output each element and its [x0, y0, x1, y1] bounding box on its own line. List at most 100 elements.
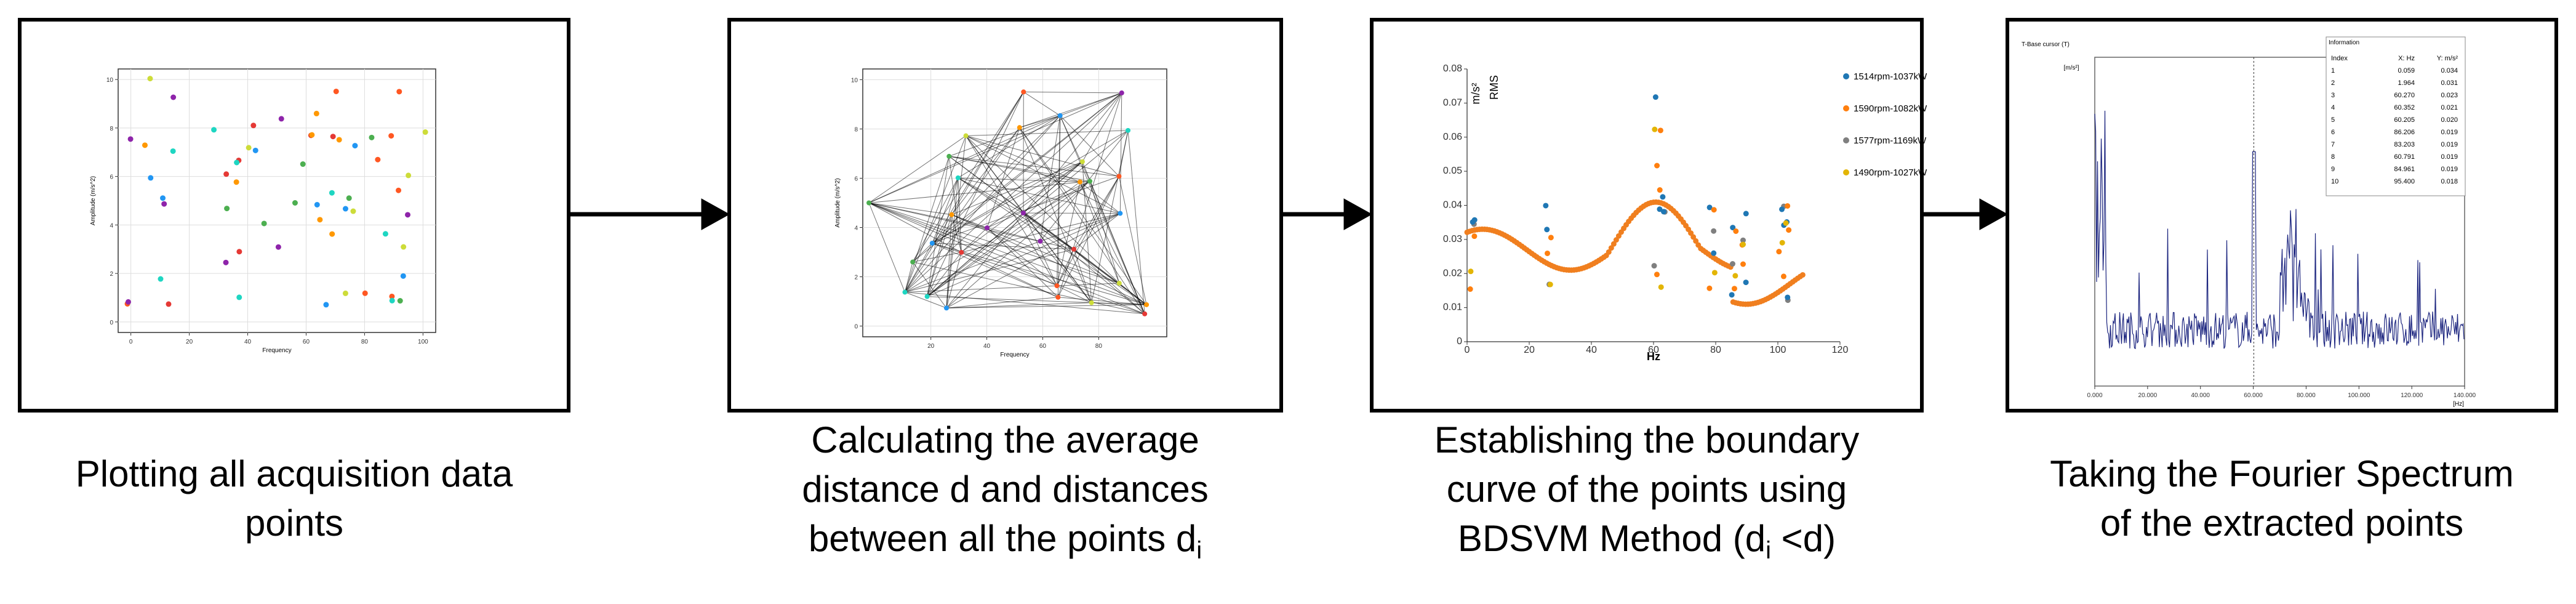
x-tick-label: 40	[1586, 345, 1597, 355]
table-cell: 0.031	[2441, 79, 2458, 87]
illustration-curve	[1800, 272, 1806, 278]
illustration-dot	[1780, 240, 1785, 246]
y-tick-label: 0	[854, 324, 858, 331]
illustration-edge	[1120, 93, 1121, 214]
x-tick-label: 100	[418, 339, 428, 345]
x-tick-label: 0.000	[2087, 392, 2102, 399]
illustration-dot	[944, 305, 949, 310]
caption-line: curve of the points using	[1447, 469, 1847, 510]
y-tick-label: 0.07	[1443, 97, 1462, 108]
x-tick-label: 0	[129, 339, 133, 345]
caption-line: of the extracted points	[2100, 502, 2463, 544]
x-axis-label: Frequency	[1000, 352, 1029, 358]
table-cell: 8	[2331, 153, 2335, 161]
table-cell: 0.034	[2441, 67, 2458, 74]
illustration-dot	[1545, 251, 1550, 256]
table-cell: 60.205	[2394, 116, 2415, 124]
illustration-dot	[223, 260, 229, 265]
illustration-dot	[1548, 282, 1553, 288]
illustration-edge	[1082, 93, 1122, 162]
y-tick-label: 0.05	[1443, 166, 1462, 176]
illustration-dot	[423, 129, 428, 135]
illustration-dot	[1743, 280, 1749, 285]
table-cell: 84.961	[2394, 166, 2415, 173]
illustration-dot	[1730, 261, 1735, 267]
caption-line: Establishing the boundary	[1434, 419, 1859, 461]
x-tick-label: 60.000	[2244, 392, 2263, 399]
illustration-dot	[1653, 94, 1658, 100]
table-cell: 1	[2331, 67, 2335, 74]
illustration-dot	[314, 111, 319, 116]
table-cell: 4	[2331, 104, 2335, 111]
y-tick-label: 8	[110, 126, 113, 132]
illustration-dot	[1776, 249, 1782, 254]
illustration-edge	[1023, 92, 1060, 115]
illustration-dot	[1071, 247, 1076, 252]
illustration-dot	[1058, 113, 1063, 118]
illustration-edge	[958, 116, 1060, 178]
legend-marker	[1843, 169, 1849, 175]
x-axis-label: [Hz]	[2453, 401, 2464, 408]
illustration-dot	[334, 89, 339, 94]
table-cell: 9	[2331, 166, 2335, 173]
illustration-dot	[985, 225, 990, 230]
illustration-dot	[1078, 180, 1082, 185]
illustration-dot	[1783, 220, 1789, 226]
y-tick-label: 0.03	[1443, 234, 1462, 244]
illustration-dot	[314, 202, 320, 207]
illustration-dot	[166, 301, 171, 307]
illustration-dot	[866, 201, 871, 206]
illustration-dot	[1657, 187, 1663, 193]
illustration-edge	[869, 136, 966, 203]
illustration-dot	[223, 171, 229, 177]
legend-marker	[1843, 137, 1849, 143]
illustration-dot	[126, 299, 131, 305]
illustration-dot	[401, 244, 406, 250]
table-cell: 0.019	[2441, 129, 2458, 136]
table-cell: 5	[2331, 116, 2335, 124]
x-tick-label: 40	[983, 343, 991, 350]
y-tick-label: 0	[110, 320, 113, 326]
x-tick-label: 100	[1770, 345, 1786, 355]
x-tick-label: 60	[1039, 343, 1047, 350]
x-tick-label: 120	[1832, 345, 1849, 355]
x-tick-label: 80	[1095, 343, 1103, 350]
caption-line: Taking the Fourier Spectrum	[2050, 453, 2514, 494]
illustration-dot	[330, 134, 336, 139]
caption-text: Calculating the average	[811, 419, 1199, 461]
illustration-dot	[170, 94, 176, 100]
illustration-edge	[1023, 213, 1120, 214]
illustration-dot	[309, 132, 314, 138]
illustration-dot	[147, 76, 153, 81]
plot-frame	[118, 69, 436, 332]
y-tick-label: 2	[110, 271, 113, 278]
table-cell: 60.270	[2394, 92, 2415, 99]
illustration-dot	[253, 148, 258, 153]
caption-text: BDSVM Method (d	[1458, 518, 1766, 559]
illustration-edge	[958, 178, 1146, 305]
illustration-dot	[1743, 211, 1749, 216]
caption-text: distance d and distances	[802, 469, 1208, 510]
illustration-dot	[1654, 163, 1660, 168]
illustration-dot	[1729, 292, 1735, 297]
table-cell: 0.018	[2441, 178, 2458, 185]
cursor-title: T-Base cursor (T)	[2022, 41, 2070, 48]
illustration-dot	[1733, 228, 1738, 234]
illustration-dot	[1543, 203, 1548, 208]
table-cell: 0.019	[2441, 153, 2458, 161]
x-tick-label: 20.000	[2138, 392, 2158, 399]
table-cell: 3	[2331, 92, 2335, 99]
x-axis-label: Frequency	[262, 347, 291, 354]
illustration-dot	[236, 294, 242, 300]
illustration-edge	[1020, 93, 1122, 127]
y-tick-label: 4	[854, 225, 858, 232]
y-tick-label: 10	[106, 77, 114, 84]
illustration-dot	[1021, 89, 1026, 94]
illustration-dot	[369, 135, 374, 140]
illustration-edge	[1128, 131, 1145, 314]
illustration-edge	[1023, 92, 1122, 93]
illustration-dot	[250, 123, 256, 128]
illustration-dot	[1471, 233, 1477, 239]
legend-label: 1590rpm-1082kW	[1854, 103, 1927, 114]
illustration-dot	[1144, 302, 1149, 307]
